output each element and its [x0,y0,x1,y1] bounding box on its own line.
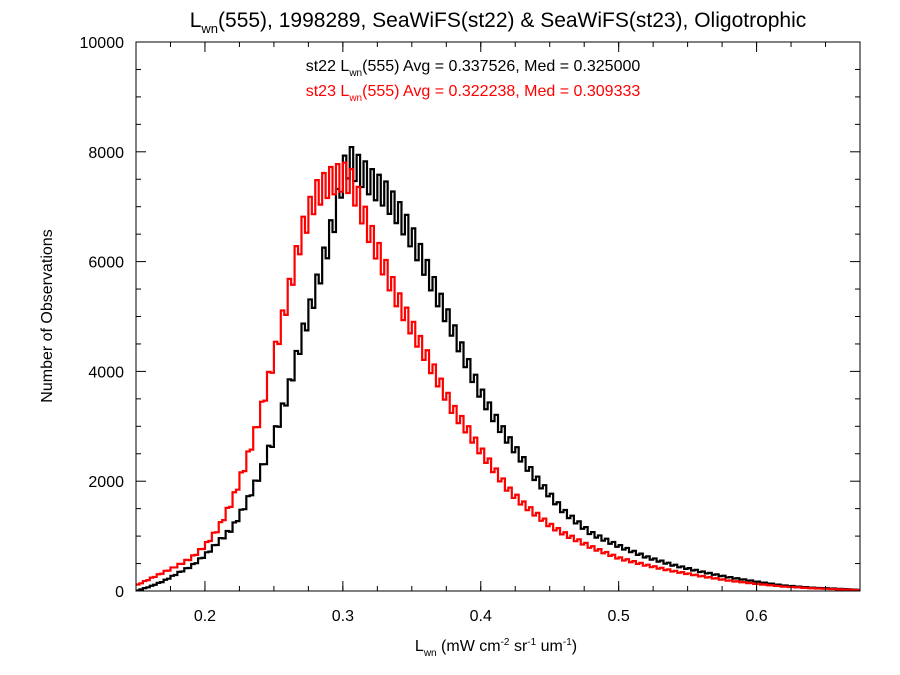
x-label-sup2: -1 [527,637,536,648]
annotation-2: st23 Lwn(555) Avg = 0.322238, Med = 0.30… [306,83,641,104]
y-tick-label: 8000 [88,145,124,162]
y-tick-label: 2000 [88,474,124,491]
y-axis-label: Number of Observations [39,229,56,402]
annotation-sub: wn [348,93,362,104]
x-label-pre: L [415,638,424,655]
x-axis-label: Lwn (mW cm-2 sr-1 um-1) [415,637,577,659]
y-tick-label: 4000 [88,364,124,381]
x-tick-label: 0.5 [608,608,630,625]
x-label-mid2: sr [510,638,528,655]
x-tick-label: 0.4 [470,608,492,625]
x-label-sup1: -2 [501,637,510,648]
annotation-pre: st22 L [306,58,350,75]
series-1-line [136,145,860,592]
chart-title-post: (555), 1998289, SeaWiFS(st22) & SeaWiFS(… [218,9,806,32]
chart-title-sub: wn [200,21,218,36]
annotations: st22 Lwn(555) Avg = 0.337526, Med = 0.32… [306,58,641,104]
annotation-pre: st23 L [306,83,350,100]
series-2-line [136,161,860,592]
annotation-post: (555) Avg = 0.337526, Med = 0.325000 [362,58,640,75]
x-label-sup3: -1 [563,637,572,648]
chart-title-pre: L [190,9,202,32]
x-label-mid: (mW cm [437,638,501,655]
y-tick-label: 6000 [88,255,124,272]
y-tick-label: 0 [115,584,124,601]
annotation-1: st22 Lwn(555) Avg = 0.337526, Med = 0.32… [306,58,641,79]
y-axis-ticks: 0 2000 4000 6000 8000 10000 [80,35,860,601]
series-layer [136,145,860,592]
x-label-mid3: um [536,638,563,655]
x-axis-ticks: 0.2 0.3 0.4 0.5 0.6 [135,42,861,625]
y-tick-label: 10000 [80,35,125,52]
x-label-sub: wn [423,648,437,659]
annotation-post: (555) Avg = 0.322238, Med = 0.309333 [362,83,640,100]
x-tick-label: 0.2 [194,608,216,625]
chart-title: Lwn(555), 1998289, SeaWiFS(st22) & SeaWi… [190,9,807,36]
x-tick-label: 0.3 [332,608,354,625]
annotation-sub: wn [348,68,362,79]
x-tick-label: 0.6 [745,608,767,625]
x-label-post: ) [572,638,577,655]
plot-area: 0.2 0.3 0.4 0.5 0.6 0 2000 4000 6000 8000 10000 [80,35,861,625]
